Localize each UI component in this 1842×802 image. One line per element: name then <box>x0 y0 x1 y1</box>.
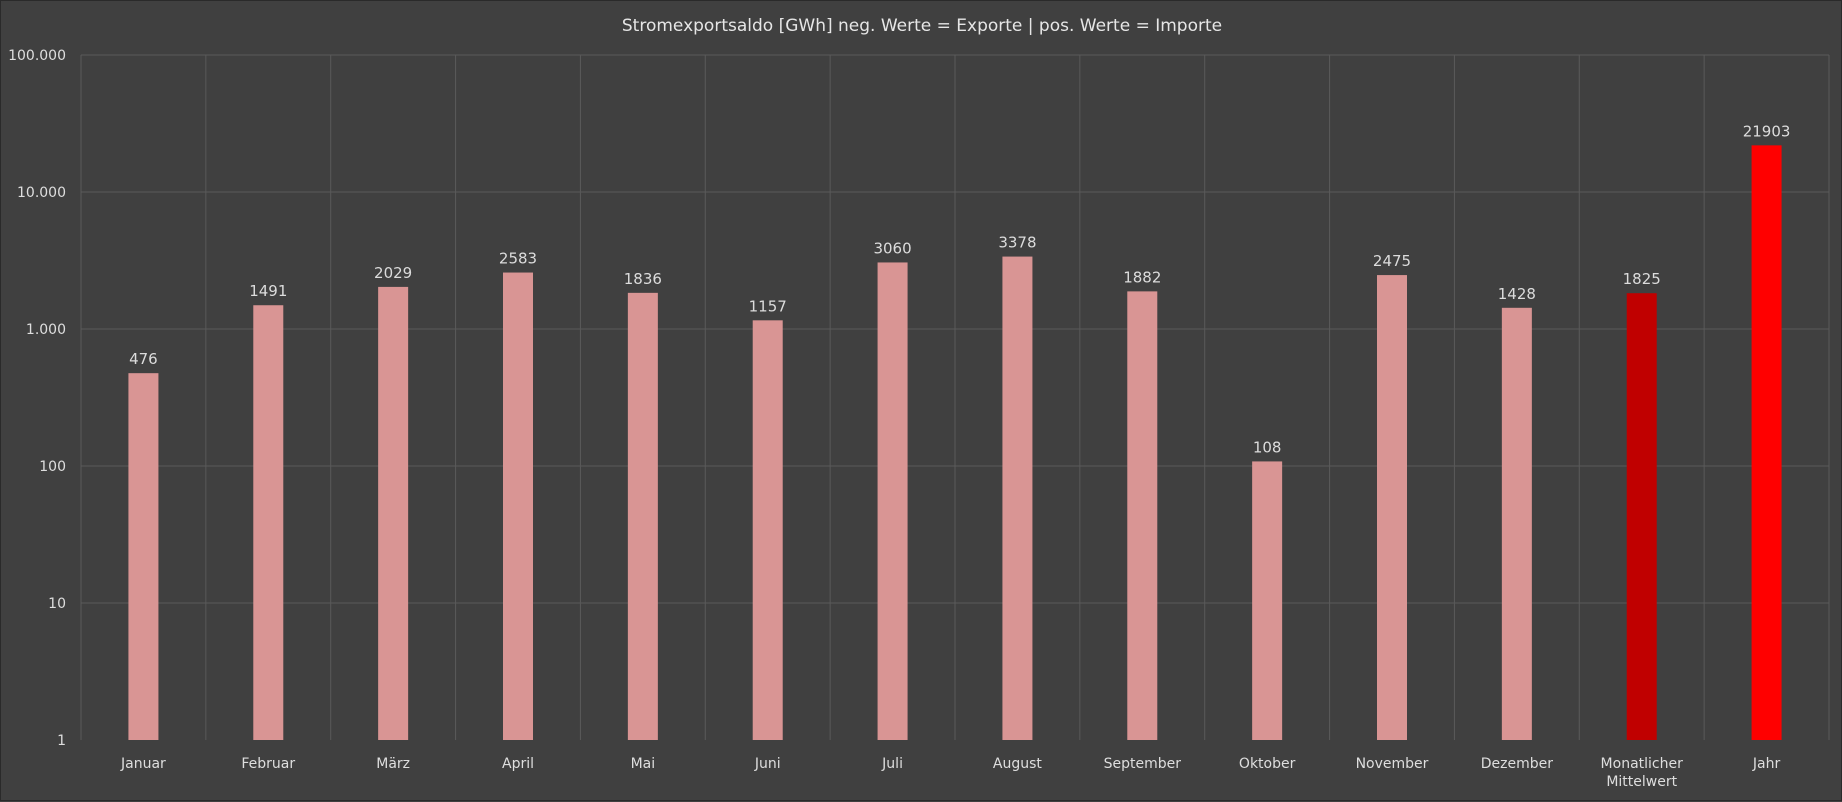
data-label: 1836 <box>624 270 662 288</box>
x-tick-label: Monatlicher Mittelwert <box>1601 756 1684 790</box>
x-tick-label: Oktober <box>1239 756 1296 772</box>
x-axis: Januar Februar März April Mai Juni Juli August S… <box>120 756 1780 790</box>
y-axis: 1 10 100 1.000 10.000 100.000 <box>8 48 66 749</box>
x-tick-label: Januar <box>120 756 166 772</box>
data-label: 476 <box>129 350 158 368</box>
data-label: 21903 <box>1743 122 1791 140</box>
x-tick-label: Juli <box>881 756 903 772</box>
x-tick-label: Februar <box>241 756 295 772</box>
bar <box>378 286 409 740</box>
bar <box>128 373 159 740</box>
grid-layer <box>80 54 1830 740</box>
y-tick-label: 100.000 <box>8 48 66 64</box>
x-tick-label: Juni <box>754 756 781 772</box>
x-tick-label: Dezember <box>1481 756 1553 772</box>
data-label: 3060 <box>873 239 911 257</box>
data-label: 1882 <box>1123 268 1161 286</box>
x-tick-label: März <box>376 756 410 772</box>
data-label: 2583 <box>499 250 537 268</box>
data-label: 1825 <box>1623 270 1661 288</box>
bar <box>1377 275 1407 740</box>
chart-title: Stromexportsaldo [GWh] neg. Werte = Expo… <box>622 16 1222 36</box>
y-tick-label: 10.000 <box>17 185 66 201</box>
data-label-layer: 476 1491 2029 2583 1836 1157 3060 3378 1882 108 24… <box>129 122 1790 456</box>
data-label: 1157 <box>749 297 787 315</box>
x-tick-label: Mai <box>631 756 656 772</box>
y-tick-label: 1.000 <box>26 322 66 338</box>
y-tick-label: 100 <box>39 459 66 475</box>
x-tick-label: November <box>1356 756 1429 772</box>
y-tick-label: 1 <box>57 733 66 749</box>
bar <box>1127 291 1158 740</box>
x-tick-label: August <box>993 756 1043 772</box>
data-label: 3378 <box>998 234 1036 252</box>
bar <box>253 305 284 740</box>
bar <box>877 262 908 740</box>
bar <box>627 292 658 740</box>
x-tick-label: Jahr <box>1752 756 1781 772</box>
bar <box>1751 145 1782 740</box>
data-label: 1491 <box>249 282 287 300</box>
x-tick-label: April <box>502 756 534 772</box>
x-tick-label: September <box>1104 756 1182 772</box>
bar-layer <box>128 145 1782 740</box>
y-tick-label: 10 <box>48 596 66 612</box>
bar <box>1002 256 1033 740</box>
data-label: 1428 <box>1498 285 1536 303</box>
bar <box>1501 307 1532 740</box>
bar <box>1626 293 1657 740</box>
bar <box>752 320 783 740</box>
data-label: 2029 <box>374 264 412 282</box>
data-label: 2475 <box>1373 252 1411 270</box>
bar <box>1252 461 1283 740</box>
data-label: 108 <box>1253 438 1282 456</box>
bar <box>503 272 533 740</box>
